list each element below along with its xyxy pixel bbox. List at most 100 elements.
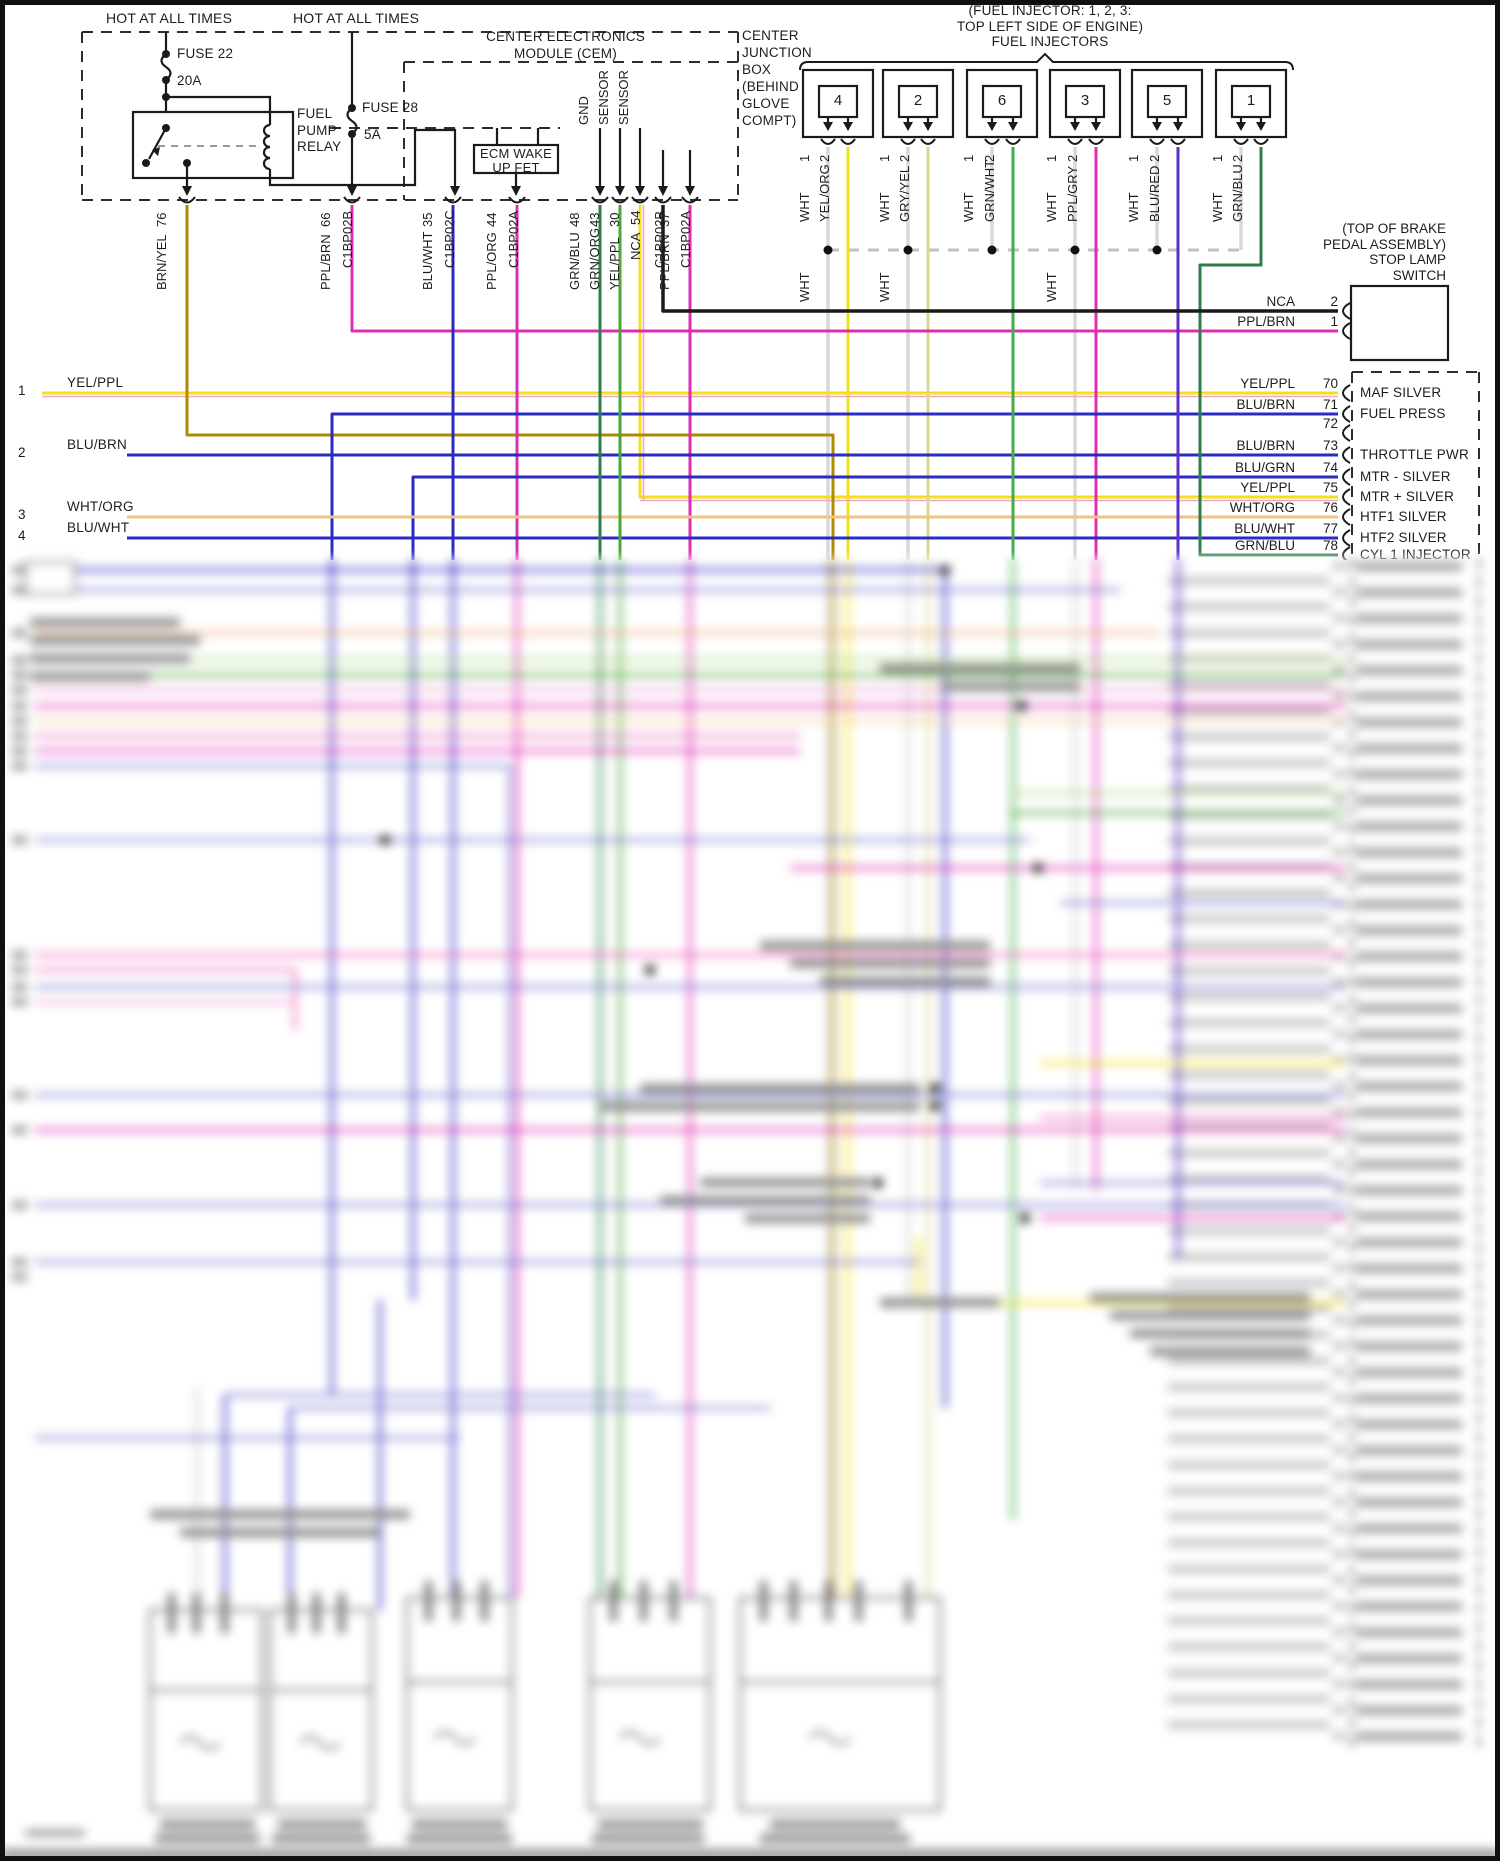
- injector-pin-num: 1: [797, 154, 812, 162]
- circuit-num: 2: [18, 445, 26, 460]
- injector-number: 1: [1246, 92, 1256, 109]
- injector-wire: WHT: [1126, 192, 1141, 222]
- circuit-num: 4: [18, 528, 26, 543]
- cem-pin-wire: PPL/ORG: [484, 232, 499, 290]
- cem-pin-num: 43: [587, 212, 602, 227]
- blurred-text: [1130, 1329, 1310, 1338]
- injector-pin-num: 1: [961, 154, 976, 162]
- injector-wire: WHT: [961, 192, 976, 222]
- blurred-diagram-region: [0, 558, 1500, 1861]
- pcm-wire: BLU/BRN: [1236, 438, 1295, 453]
- pcm-label: MAF SILVER: [1360, 385, 1442, 400]
- pcm-wire: BLU/WHT: [1234, 521, 1295, 536]
- pcm-pin: 75: [1322, 480, 1338, 495]
- blurred-text: [30, 672, 150, 681]
- blurred-caption: [160, 1820, 255, 1829]
- stop-lamp-pin-wire: PPL/BRN: [1237, 314, 1295, 329]
- splice-dots: [823, 245, 1162, 255]
- injectors-header-line2: TOP LEFT SIDE OF ENGINE): [956, 18, 1144, 34]
- cem-pin-wire: GRN/BLU: [567, 232, 582, 290]
- pcm-wire: GRN/BLU: [1234, 538, 1295, 553]
- pcm-wire: YEL/PPL: [1240, 376, 1295, 391]
- injector-pin-num: 2: [1230, 154, 1245, 162]
- black-circuit-lines: [131, 32, 1450, 362]
- circuit-wire: BLU/WHT: [67, 520, 130, 535]
- hot-at-all-times-right: HOT AT ALL TIMES: [293, 10, 420, 26]
- circuit-dots: [142, 50, 356, 167]
- blurred-text: [30, 654, 190, 663]
- relay-line2: PUMP: [297, 122, 337, 138]
- cem-sensor-label-a: SENSOR: [596, 70, 611, 125]
- junction-line: GLOVE: [742, 96, 790, 111]
- injector-pin-num: 2: [897, 154, 912, 162]
- pcm-pin: 74: [1322, 460, 1338, 475]
- blurred-footer-bar: [0, 1849, 1500, 1861]
- pcm-pin: 76: [1322, 500, 1338, 515]
- cem-pin-conn: C1BP02C: [442, 210, 457, 268]
- pcm-wire: YEL/PPL: [1240, 480, 1295, 495]
- blurred-lines-svg: [12, 558, 1480, 1812]
- fuel-pump-relay-label: FUEL PUMP RELAY: [297, 106, 341, 156]
- injector-wire: GRY/YEL: [897, 165, 912, 222]
- fuse28-label: FUSE 28: [362, 100, 419, 115]
- cem-title-line1: CENTER ELECTRONICS: [486, 29, 645, 44]
- blurred-text: [640, 1084, 920, 1093]
- blurred-caption: [278, 1820, 366, 1829]
- cem-pin-wire: NCA: [628, 232, 643, 260]
- blurred-caption: [412, 1820, 507, 1829]
- injector-pin-num: 1: [1210, 154, 1225, 162]
- pcm-label: MTR - SILVER: [1360, 469, 1451, 484]
- blurred-caption: [155, 1834, 260, 1843]
- blurred-text: [180, 1528, 380, 1537]
- injector-pin-num: 1: [1044, 154, 1059, 162]
- ecm-wake-up-fet-label: ECM WAKE UP FET: [474, 147, 558, 174]
- cem-sensor-label-b: SENSOR: [616, 70, 631, 125]
- pcm-pin: 78: [1322, 538, 1338, 553]
- cem-pin-num: 37: [657, 212, 672, 227]
- pcm-label: HTF2 SILVER: [1360, 530, 1447, 545]
- stop-lamp-switch-label: (TOP OF BRAKE PEDAL ASSEMBLY) STOP LAMP …: [1242, 221, 1446, 283]
- wht-splice-label: WHT: [1044, 272, 1059, 302]
- blurred-text: [30, 618, 180, 627]
- fet-line1: ECM WAKE: [480, 146, 552, 161]
- injector-number: 3: [1080, 92, 1090, 109]
- injector-pin-num: 2: [817, 154, 832, 162]
- pcm-label: THROTTLE PWR: [1360, 447, 1469, 462]
- blurred-caption: [407, 1834, 512, 1843]
- relay-line1: FUEL: [297, 106, 333, 121]
- wiring-lines-svg: [42, 31, 1480, 560]
- fet-line2: UP FET: [492, 159, 540, 175]
- injector-pin-num: 1: [1126, 154, 1141, 162]
- pcm-label: MTR + SILVER: [1360, 489, 1455, 504]
- blurred-text: [1110, 1311, 1310, 1320]
- injector-wire: GRN/BLU: [1230, 164, 1245, 222]
- stop-lamp-name1: STOP LAMP: [1369, 252, 1446, 267]
- pcm-label: FUEL PRESS: [1360, 406, 1446, 421]
- blurred-watermark: [25, 1830, 85, 1836]
- cem-pin-conn: C1BP02B: [340, 210, 355, 268]
- pcm-pin: 77: [1322, 521, 1338, 536]
- injector-wire: YEL/ORG: [817, 164, 832, 222]
- pcm-pin: 70: [1322, 376, 1338, 391]
- blurred-text: [880, 1298, 1000, 1307]
- cem-pin-wire: PPL/BRN: [318, 234, 333, 290]
- stop-lamp-name2: SWITCH: [1392, 267, 1446, 283]
- injector-number: 6: [997, 92, 1007, 109]
- pcm-pin: 73: [1322, 438, 1338, 453]
- blurred-text: [700, 1178, 870, 1187]
- pcm-wire: BLU/GRN: [1234, 460, 1295, 475]
- circuit-num: 1: [18, 383, 26, 398]
- injector-wire: WHT: [1210, 192, 1225, 222]
- circuit-wire: YEL/PPL: [67, 375, 124, 390]
- stop-lamp-pin-num: 1: [1330, 314, 1338, 329]
- blurred-text: [820, 977, 990, 986]
- junction-line: CENTER: [742, 28, 799, 43]
- blurred-text: [660, 1196, 870, 1205]
- injector-wire: PPL/GRY: [1065, 165, 1080, 222]
- wht-splice-label: WHT: [797, 272, 812, 302]
- injector-wire: BLU/RED: [1147, 165, 1162, 222]
- cem-pin-num: 35: [420, 212, 435, 227]
- injectors-header-line3: FUEL INJECTORS: [991, 34, 1109, 49]
- cem-pin-num: 44: [484, 212, 499, 227]
- blurred-text: [30, 636, 200, 645]
